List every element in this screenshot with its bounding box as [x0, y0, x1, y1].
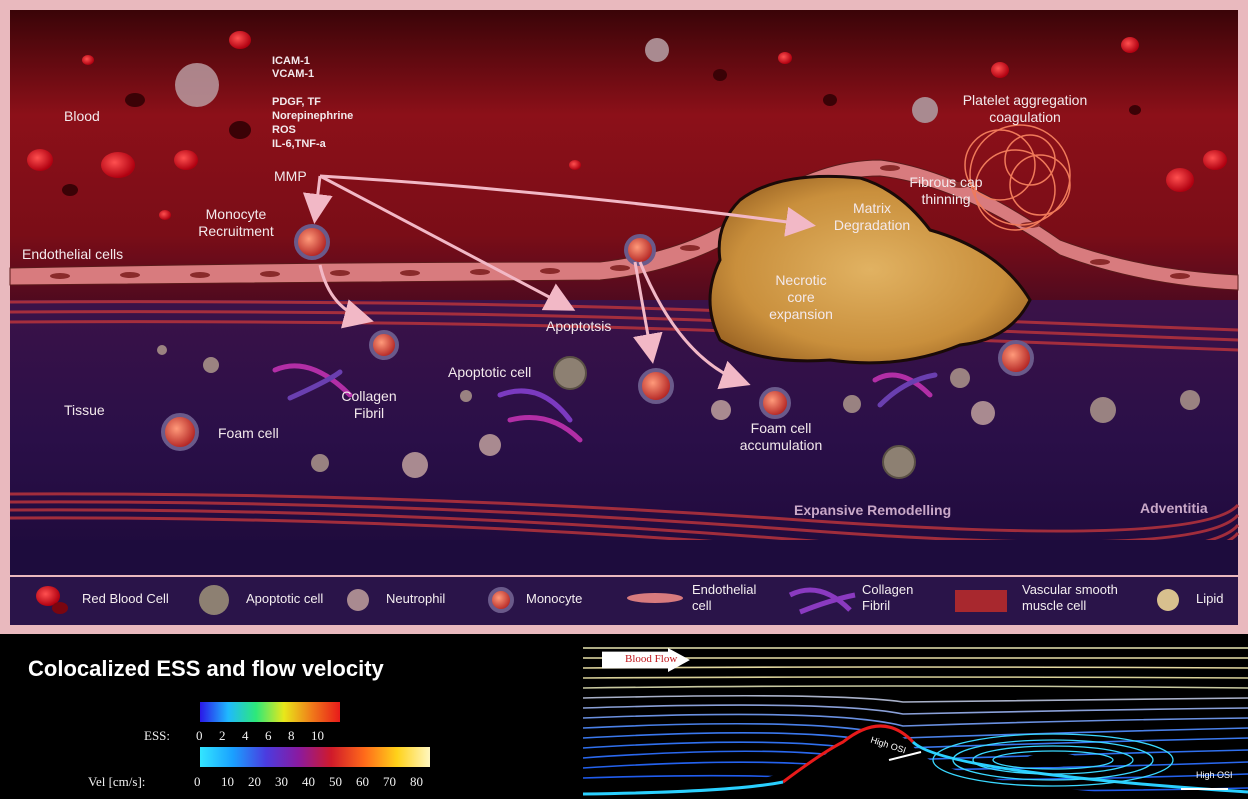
tissue-layer	[10, 300, 1238, 575]
adventitia-layer	[10, 540, 1238, 575]
velocity-tick-5: 50	[329, 774, 342, 789]
necrotic-core-label-2: core	[787, 289, 815, 305]
platelet-label-2: coagulation	[989, 109, 1061, 125]
legend-icons	[36, 585, 1179, 615]
ess-tick-1: 2	[219, 728, 226, 743]
collagen-fibrils	[272, 363, 938, 443]
legend-smooth-muscle-cell: Vascular smooth muscle cell	[1022, 582, 1118, 613]
legend-endothelial-cell: Endothelial cell	[692, 582, 757, 613]
process-arrows	[302, 174, 816, 390]
molecule-il6: IL-6,TNF-a	[272, 138, 326, 150]
velocity-tick-2: 20	[248, 774, 261, 789]
foam-cell-accumulation-label-1: Foam cell	[750, 420, 812, 436]
molecule-vcam: VCAM-1	[272, 68, 315, 80]
foam-cell-accumulation-label-2: accumulation	[739, 437, 823, 453]
molecule-ros: ROS	[272, 124, 296, 136]
apoptotic-cells	[553, 356, 916, 479]
smooth-muscle-cell-icon	[955, 590, 1007, 612]
legend-red-blood-cell: Red Blood Cell	[82, 591, 169, 606]
ess-tick-2: 4	[242, 728, 249, 743]
velocity-tick-3: 30	[275, 774, 288, 789]
legend-neutrophil: Neutrophil	[386, 591, 446, 606]
fibrous-cap-label-2: thinning	[921, 191, 971, 207]
blood-flow-label: Blood Flow	[625, 653, 678, 665]
blood-label: Blood	[64, 108, 100, 124]
collagen-fibril-label-2: Fibril	[353, 405, 385, 421]
velocity-tick-1: 10	[221, 774, 234, 789]
ess-tick-3: 6	[265, 728, 272, 743]
monocyte-icon	[488, 587, 514, 613]
blood-flow-arrow	[602, 648, 690, 672]
ess-colorbar	[200, 702, 340, 722]
tissue-label: Tissue	[64, 402, 105, 418]
molecule-icam: ICAM-1	[272, 55, 310, 67]
ess-label: ESS:	[144, 728, 171, 743]
dark-red-blood-cells	[62, 69, 1141, 196]
stenosis-wall	[583, 728, 1248, 799]
apoptotic-cell-icon	[199, 585, 229, 615]
neutrophil-icon	[347, 589, 369, 611]
monocytes	[161, 224, 1034, 451]
foam-cell-label: Foam cell	[218, 425, 279, 441]
flow-streamlines	[583, 647, 1248, 799]
legend-collagen-fibril: Collagen Fibril	[862, 582, 914, 613]
high-osi-label-2: High OSI	[1196, 770, 1233, 780]
fibrous-cap-label-1: Fibrous cap	[909, 174, 983, 190]
panel-title: Colocalized ESS and flow velocity	[28, 656, 384, 681]
velocity-label: Vel [cm/s]:	[88, 774, 146, 789]
velocity-tick-0: 0	[194, 774, 201, 789]
expansive-remodelling-label: Expansive Remodelling	[794, 502, 952, 518]
adventitia-label: Adventitia	[1140, 500, 1208, 516]
platelet-label-1: Platelet aggregation	[962, 92, 1088, 108]
osi-arrow-1	[888, 751, 922, 761]
monocyte-recruitment-label-2: Recruitment	[198, 223, 274, 239]
collagen-fibril-icon	[788, 587, 856, 615]
endothelial-cell-icon	[627, 593, 683, 603]
red-blood-cell-icon	[36, 586, 60, 606]
necrotic-core-label-1: Necrotic	[775, 272, 827, 288]
velocity-tick-7: 70	[383, 774, 396, 789]
molecule-norepinephrine: Norepinephrine	[272, 110, 354, 122]
matrix-degradation-label-1: Matrix	[852, 200, 892, 216]
ess-tick-5: 10	[311, 728, 324, 743]
apoptosis-label: Apoptotsis	[546, 318, 612, 334]
molecule-pdgf: PDGF, TF	[272, 96, 321, 108]
necrotic-core-label-3: expansion	[769, 306, 833, 322]
platelet-clot	[964, 124, 1071, 231]
neutrophils	[175, 38, 995, 478]
mmp-label: MMP	[274, 168, 307, 184]
legend-monocyte: Monocyte	[526, 591, 583, 606]
atherosclerosis-illustration	[9, 10, 1240, 625]
endothelial-cell-row	[9, 159, 1239, 291]
red-blood-cells	[27, 31, 1227, 220]
lipid-droplets	[157, 345, 1200, 472]
legend-apoptotic-cell: Apoptotic cell	[246, 591, 324, 606]
monocyte-recruitment-label-1: Monocyte	[205, 206, 267, 222]
velocity-tick-6: 60	[356, 774, 369, 789]
ess-tick-0: 0	[196, 728, 203, 743]
velocity-tick-8: 80	[410, 774, 423, 789]
flow-panel: Colocalized ESS and flow velocity ESS: 0…	[0, 634, 1248, 799]
lipid-icon	[1157, 589, 1179, 611]
velocity-tick-4: 40	[302, 774, 315, 789]
matrix-degradation-label-2: Degradation	[833, 217, 911, 233]
ess-tick-4: 8	[288, 728, 295, 743]
apoptotic-cell-label: Apoptotic cell	[448, 364, 532, 380]
endothelial-cells-label: Endothelial cells	[22, 246, 124, 262]
collagen-fibril-label-1: Collagen	[341, 388, 397, 404]
velocity-colorbar	[200, 747, 430, 767]
legend-lipid: Lipid	[1196, 591, 1224, 606]
